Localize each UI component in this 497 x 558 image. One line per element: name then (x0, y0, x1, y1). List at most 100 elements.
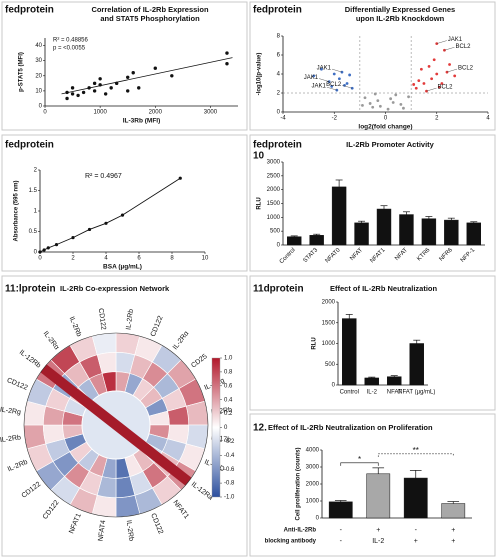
panel-label: fedprotein (253, 140, 302, 151)
colorbar-tick-label: 0.6 (224, 383, 233, 389)
y-tick-label: 1500 (267, 201, 281, 207)
y-tick-label: 0 (34, 250, 38, 256)
point (361, 103, 364, 107)
node-label: IL-2Rg (0, 407, 21, 417)
condition-value: + (376, 527, 380, 534)
bar (364, 377, 379, 386)
y-axis-label: RLU (312, 337, 318, 349)
node-label: IL-2Rb (0, 434, 21, 444)
y-tick-label: 20 (35, 73, 42, 79)
panel-label: 12. (253, 423, 267, 434)
y-tick-label: 40 (35, 43, 42, 49)
annotation: p = <0.0055 (53, 46, 86, 52)
node-label: IL-2Rb (125, 308, 135, 330)
annotation: JAK1 (311, 84, 326, 90)
point (225, 61, 229, 66)
x-tick-label: Control (340, 390, 359, 396)
chart-title: and STAT5 Phosphorylation (100, 14, 200, 23)
point (137, 86, 141, 90)
node-label: IL-2Rb (211, 407, 233, 417)
point (103, 92, 108, 96)
point (98, 77, 102, 81)
colorbar-tick-label: -0.2 (224, 439, 235, 445)
y-tick-label: 2000 (267, 187, 281, 193)
point (54, 243, 59, 247)
y-tick-label: 0 (277, 110, 281, 116)
bar (331, 186, 347, 246)
point (432, 58, 436, 62)
annotation-leader (331, 68, 342, 73)
point (225, 51, 229, 55)
colorbar-tick-label: 0.8 (224, 369, 233, 375)
bar (366, 473, 391, 519)
bar (409, 343, 424, 386)
annotation-leader (436, 40, 447, 44)
y-tick-label: 0 (316, 516, 320, 522)
x-axis-label: BSA (µg/mL) (103, 264, 142, 271)
colorbar-tick-label: -1.0 (224, 495, 235, 501)
condition-value: + (414, 538, 418, 545)
x-tick-label: 8 (170, 256, 174, 262)
point (399, 103, 403, 106)
x-tick-label: 10 (202, 256, 209, 262)
point (417, 79, 421, 83)
point (378, 104, 382, 108)
point (414, 86, 418, 90)
bar (399, 214, 414, 246)
point (312, 74, 316, 78)
annotation: JAK1 (304, 75, 319, 81)
annotation-leader (426, 87, 437, 92)
condition-value: IL-2 (372, 538, 384, 545)
y-tick-label: 500 (270, 229, 281, 235)
bar (354, 222, 369, 246)
condition-value: + (451, 527, 455, 534)
annotation: R² = 0.4967 (85, 173, 122, 180)
chart-title: Differentially Expressed Genes (345, 5, 455, 14)
y-tick-label: 2000 (306, 482, 320, 488)
x-tick-label: IL-2 (367, 390, 378, 396)
point (46, 246, 50, 250)
point (337, 77, 341, 81)
colorbar-tick-label: 1.0 (224, 356, 233, 362)
point (126, 75, 130, 79)
significance-bracket (377, 453, 454, 457)
diagonal-band (40, 364, 192, 486)
x-tick-label: 4 (104, 256, 108, 262)
condition-value: - (340, 527, 343, 534)
x-tick-label: 2000 (149, 110, 163, 116)
point (440, 82, 444, 85)
chart-title: IL-2Rb Promoter Activity (346, 140, 434, 149)
bar (387, 376, 402, 386)
panel (249, 275, 496, 411)
point (453, 74, 457, 78)
y-axis-label: p-STAT5 (MFI) (19, 52, 25, 92)
colorbar-tick-label: 0 (224, 425, 228, 431)
panel-label: 11dprotein (253, 284, 304, 295)
point (42, 248, 46, 252)
annotation: R² = 0.48856 (53, 38, 89, 44)
y-tick-label: 2500 (267, 173, 281, 179)
bar (287, 236, 302, 246)
x-axis-label: log2(fold change) (358, 124, 412, 131)
point (363, 96, 367, 100)
y-tick-label: 1.5 (29, 188, 38, 194)
point (70, 86, 75, 90)
x-tick-label: NFAT (µg/mL) (398, 390, 435, 396)
x-tick-label: 1000 (93, 110, 107, 116)
node-label: CD122 (97, 308, 107, 331)
y-tick-label: 8 (277, 34, 281, 40)
condition-value: - (340, 538, 343, 545)
trend-line (61, 57, 233, 95)
annotation: BCL2 (438, 85, 454, 91)
point (373, 92, 377, 96)
x-tick-label: 0 (38, 256, 42, 262)
y-tick-label: 0 (277, 243, 281, 249)
bar (376, 208, 392, 246)
point (348, 73, 352, 77)
y-tick-label: 0 (332, 383, 336, 389)
panel-label: 11:lprotein (5, 284, 56, 295)
panel (249, 1, 496, 131)
colorbar-tick-label: -0.6 (224, 467, 235, 473)
point (412, 83, 416, 86)
